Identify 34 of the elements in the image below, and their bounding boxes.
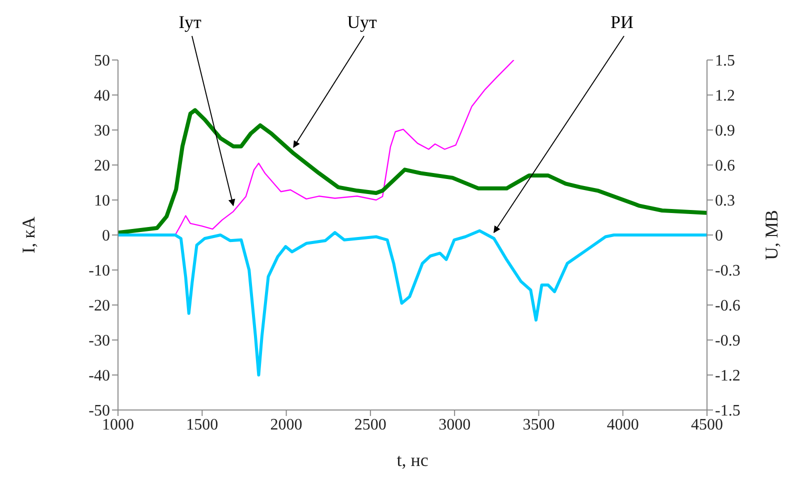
y-tick-label: -20 xyxy=(88,298,110,315)
x-tick-label: 3500 xyxy=(522,416,555,434)
y2-tick-label: -1.2 xyxy=(715,368,740,385)
y-tick-label: 50 xyxy=(94,52,110,70)
y-axis-title: I, кА xyxy=(18,216,38,254)
x-tick-label: 4000 xyxy=(606,416,639,434)
y-tick-label: -40 xyxy=(88,368,110,385)
y2-axis-title: U, МВ xyxy=(761,210,782,260)
y-tick-label: 0 xyxy=(102,228,110,245)
x-tick-label: 1500 xyxy=(186,416,218,434)
y-tick-label: 30 xyxy=(94,122,110,140)
y2-tick-label: 0.6 xyxy=(715,158,735,175)
y2-tick-label: -0.9 xyxy=(715,332,740,350)
y-tick-label: 10 xyxy=(94,192,110,210)
x-tick-label: 2000 xyxy=(270,416,302,434)
y-tick-label: -10 xyxy=(88,262,110,280)
text: Iут xyxy=(178,12,202,32)
y2-tick-label: -0.3 xyxy=(715,262,740,280)
y2-tick-label: -0.6 xyxy=(715,298,740,315)
x-axis-title: t, нс xyxy=(396,450,428,470)
line-series xyxy=(118,229,707,376)
y2-tick-label: 1.5 xyxy=(715,52,735,70)
x-tick-label: 3000 xyxy=(438,416,471,434)
y2-tick-label: 0.9 xyxy=(715,122,735,140)
text: Uут xyxy=(347,12,378,32)
y2-tick-label: 0.3 xyxy=(715,192,735,210)
x-tick-label: 2500 xyxy=(354,416,386,434)
line-series xyxy=(118,108,707,235)
text: РИ xyxy=(610,12,634,32)
y2-tick-label: 0 xyxy=(715,228,723,245)
y-tick-label: 20 xyxy=(94,158,110,175)
y-tick-label: -30 xyxy=(88,332,110,350)
y2-tick-label: 1.2 xyxy=(715,88,735,105)
y-tick-label: 40 xyxy=(94,88,110,105)
